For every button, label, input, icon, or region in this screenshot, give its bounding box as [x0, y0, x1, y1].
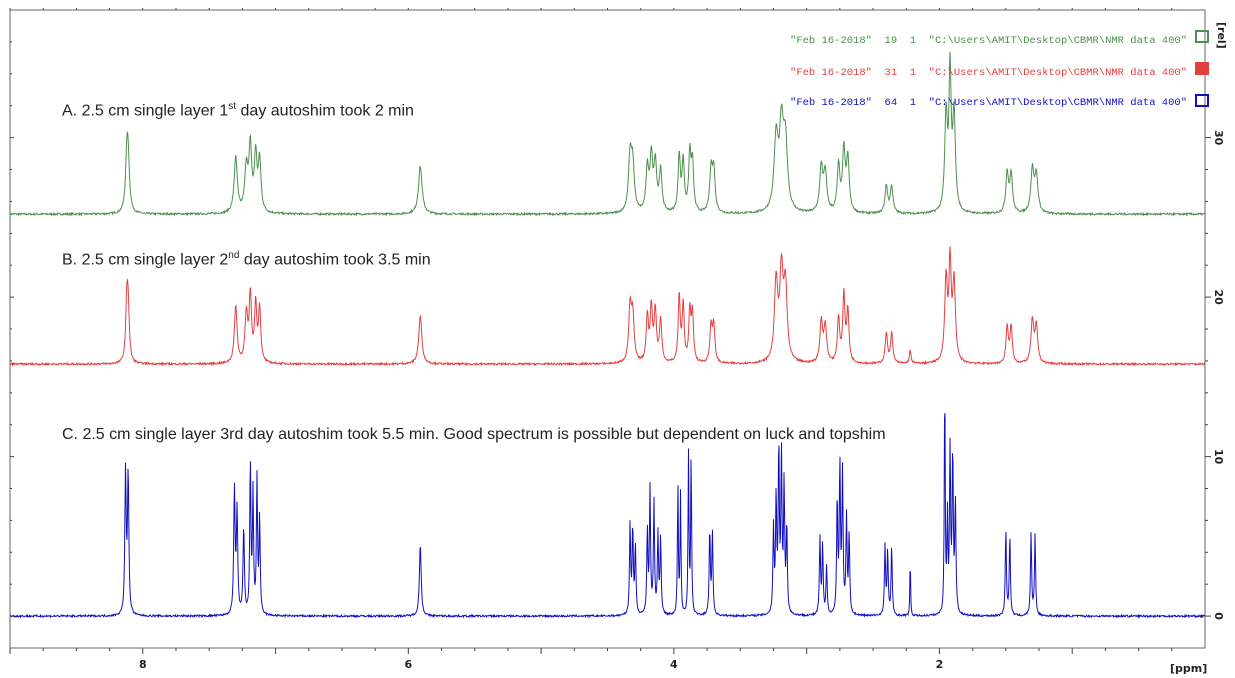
- y-tick-label: 30: [1212, 130, 1225, 146]
- legend-entry-3: "Feb 16-2018" 64 1 "C:\Users\AMIT\Deskto…: [790, 97, 1187, 109]
- x-tick-label: 2: [936, 658, 944, 671]
- annotation-c: C. 2.5 cm single layer 3rd day autoshim …: [62, 426, 886, 444]
- x-tick-label: 6: [405, 658, 413, 671]
- annotation-a-suffix: day autoshim took 2 min: [236, 102, 414, 120]
- x-axis: 8 6 4 2: [9, 8, 1173, 671]
- y-tick-label: 0: [1212, 612, 1225, 620]
- legend-entry-1: "Feb 16-2018" 19 1 "C:\Users\AMIT\Deskto…: [790, 35, 1187, 47]
- y-axis: 0 10 20 30: [10, 41, 1225, 620]
- spectrum-line-2: [9, 246, 1206, 367]
- annotation-a-prefix: A. 2.5 cm single layer 1: [62, 102, 229, 120]
- annotation-b-prefix: B. 2.5 cm single layer 2: [62, 251, 229, 269]
- annotation-b-sup: nd: [228, 250, 240, 261]
- spectrum-traces: [9, 51, 1206, 619]
- annotation-a-sup: st: [228, 101, 237, 112]
- legend-entry-2: "Feb 16-2018" 31 1 "C:\Users\AMIT\Deskto…: [790, 67, 1187, 79]
- spectrum-line-1: [9, 51, 1206, 217]
- x-tick-label: 8: [139, 658, 147, 671]
- legend-marker-2[interactable]: [1195, 62, 1209, 75]
- spectrum-line-3: [9, 413, 1206, 619]
- y-tick-label: 10: [1212, 449, 1225, 465]
- annotation-b-suffix: day autoshim took 3.5 min: [239, 251, 431, 269]
- x-tick-label: 4: [670, 658, 678, 671]
- y-axis-label: [rel]: [1215, 22, 1228, 49]
- y-tick-label: 20: [1212, 289, 1225, 305]
- annotation-a: A. 2.5 cm single layer 1st day autoshim …: [62, 101, 414, 120]
- legend-marker-3[interactable]: [1195, 94, 1209, 107]
- annotation-c-prefix: C. 2.5 cm single layer 3rd day autoshim …: [62, 426, 886, 443]
- x-axis-label: [ppm]: [1170, 662, 1207, 675]
- legend-marker-1[interactable]: [1195, 30, 1209, 43]
- annotation-b: B. 2.5 cm single layer 2nd day autoshim …: [62, 250, 431, 269]
